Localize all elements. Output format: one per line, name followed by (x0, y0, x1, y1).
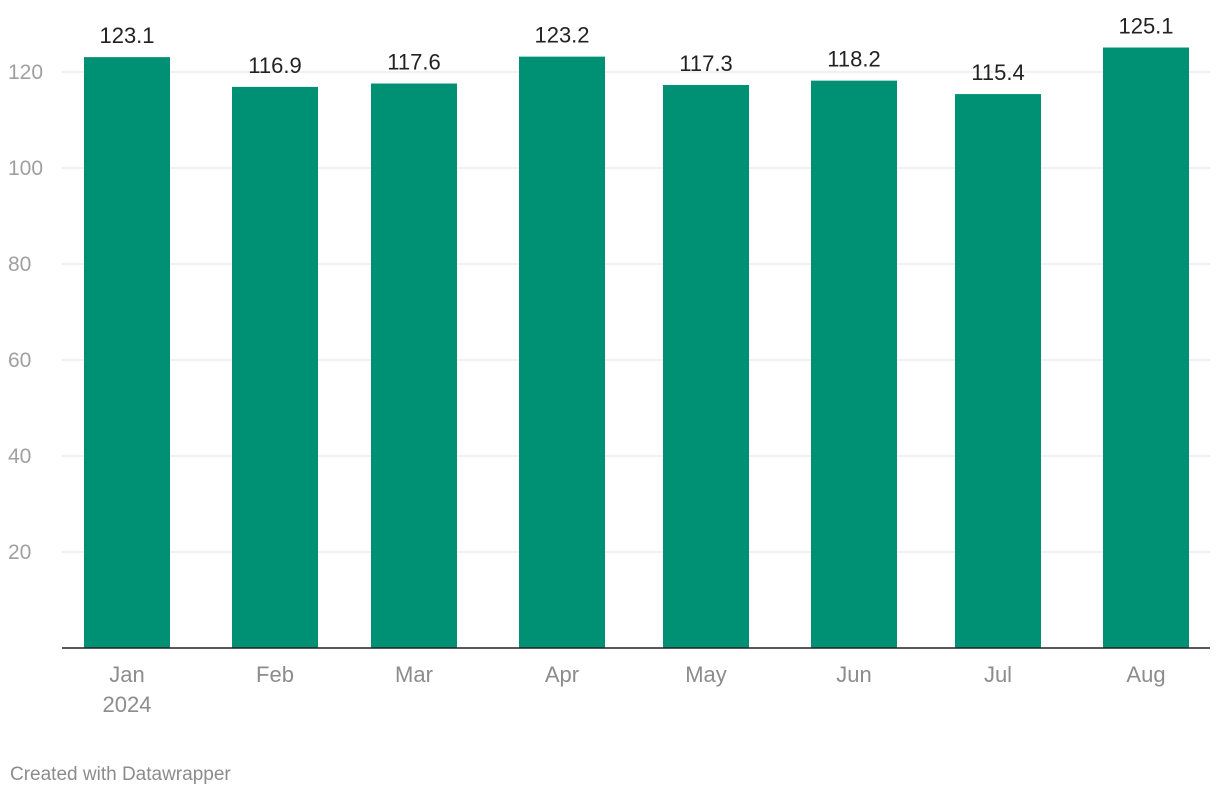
x-tick-label-mar: Mar (395, 662, 433, 687)
bar-jun (811, 80, 897, 648)
x-tick-label-feb: Feb (256, 662, 294, 687)
x-tick-label-jun: Jun (836, 662, 871, 687)
bars (84, 47, 1189, 649)
value-label-aug: 125.1 (1118, 14, 1173, 39)
y-tick-label: 60 (8, 349, 31, 372)
value-label-jul: 115.4 (971, 60, 1024, 85)
y-tick-label: 100 (8, 157, 43, 180)
value-label-feb: 116.9 (248, 53, 301, 78)
footer-credit: Created with Datawrapper (10, 764, 231, 785)
value-label-may: 117.3 (679, 51, 732, 76)
bar-jul (955, 94, 1041, 648)
x-tick-sublabel: 2024 (103, 692, 152, 717)
y-axis-ticks: 20 40 60 80 100 120 (8, 61, 43, 564)
y-tick-label: 80 (8, 253, 31, 276)
x-axis-ticks: Jan 2024 Feb Mar Apr May Jun Jul Aug (103, 662, 1166, 717)
bar-jan (84, 57, 170, 649)
x-tick-label-may: May (685, 662, 727, 687)
x-tick-label-aug: Aug (1126, 662, 1165, 687)
y-tick-label: 40 (8, 445, 31, 468)
value-label-mar: 117.6 (387, 50, 440, 75)
value-label-jun: 118.2 (827, 47, 880, 72)
value-labels: 123.1 116.9 117.6 123.2 117.3 118.2 115.4 125.1 (99, 14, 1173, 86)
x-tick-label-apr: Apr (545, 662, 579, 687)
bar-apr (519, 56, 605, 648)
x-tick-label-jan: Jan (109, 662, 144, 687)
x-tick-label-jul: Jul (984, 662, 1012, 687)
value-label-jan: 123.1 (99, 23, 154, 48)
bar-feb (232, 86, 318, 648)
value-label-apr: 123.2 (534, 23, 589, 48)
bar-aug (1103, 47, 1189, 648)
y-tick-label: 120 (8, 61, 43, 84)
bar-chart: 20 40 60 80 100 120 123.1 116.9 117.6 123.2 117.3… (8, 14, 1210, 717)
y-tick-label: 20 (8, 541, 31, 564)
bar-mar (371, 83, 457, 648)
bar-may (663, 84, 749, 648)
